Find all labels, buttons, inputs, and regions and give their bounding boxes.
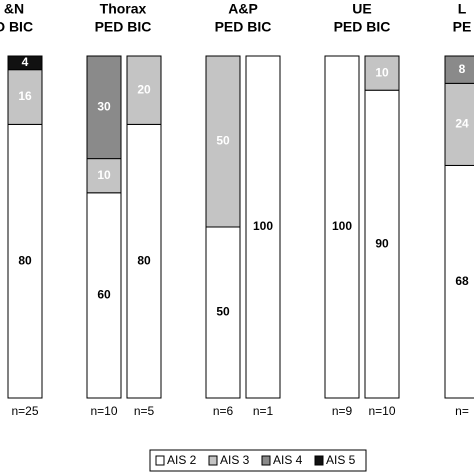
legend-swatch [261, 455, 271, 466]
group-title: D BIC [0, 19, 33, 35]
group-title: PE [453, 19, 472, 35]
value-label: 60 [97, 288, 111, 302]
value-label: 100 [253, 219, 273, 233]
x-tick-label: n=6 [213, 404, 234, 418]
group-title: A&P [228, 1, 258, 17]
legend-label: AIS 5 [326, 453, 356, 467]
bar-segment [444, 164, 474, 399]
value-label: 8 [459, 62, 466, 76]
group-title: PED BIC [215, 19, 272, 35]
value-label: 90 [375, 236, 389, 250]
value-label: 80 [137, 253, 151, 267]
value-label: 50 [216, 305, 230, 319]
value-label: 100 [332, 219, 352, 233]
value-label: 30 [97, 99, 111, 113]
value-label: 68 [455, 274, 469, 288]
bar-segment [7, 123, 43, 399]
legend-label: AIS 4 [273, 453, 303, 467]
group-title: PED BIC [95, 19, 152, 35]
legend-swatch [155, 455, 165, 466]
group-title: PED BIC [334, 19, 391, 35]
bar-segment [364, 55, 400, 91]
value-label: 50 [216, 134, 230, 148]
bar-segment [7, 55, 43, 71]
bar-segment [444, 82, 474, 166]
bar-segment [245, 55, 281, 399]
group-title: L [458, 1, 467, 17]
x-tick-label: n=9 [332, 404, 353, 418]
bar-segment [205, 55, 241, 228]
bar-segment [364, 89, 400, 399]
group-title: &N [4, 1, 24, 17]
legend-swatch [208, 455, 218, 466]
x-tick-label: n=10 [90, 404, 117, 418]
x-tick-label: n=5 [134, 404, 155, 418]
bar-segment [126, 123, 162, 399]
bar-segment [444, 55, 474, 84]
x-tick-label: n=1 [253, 404, 274, 418]
x-tick-label: n=25 [11, 404, 38, 418]
x-tick-label: n=10 [368, 404, 395, 418]
bar-segment [86, 55, 122, 160]
x-tick-label: n= [455, 404, 469, 418]
value-label: 4 [22, 55, 29, 69]
legend-label: AIS 2 [167, 453, 197, 467]
legend-box [149, 449, 367, 472]
bar-segment [86, 192, 122, 399]
legend-swatch [314, 455, 324, 466]
value-label: 10 [375, 65, 389, 79]
bar-segment [126, 55, 162, 125]
group-title: Thorax [100, 1, 147, 17]
value-label: 20 [137, 82, 151, 96]
group-title: UE [352, 1, 371, 17]
legend-label: AIS 3 [220, 453, 250, 467]
value-label: 16 [18, 89, 32, 103]
value-label: 24 [455, 117, 469, 131]
bar-segment [324, 55, 360, 399]
value-label: 10 [97, 168, 111, 182]
bar-segment [205, 226, 241, 399]
value-label: 80 [18, 253, 32, 267]
